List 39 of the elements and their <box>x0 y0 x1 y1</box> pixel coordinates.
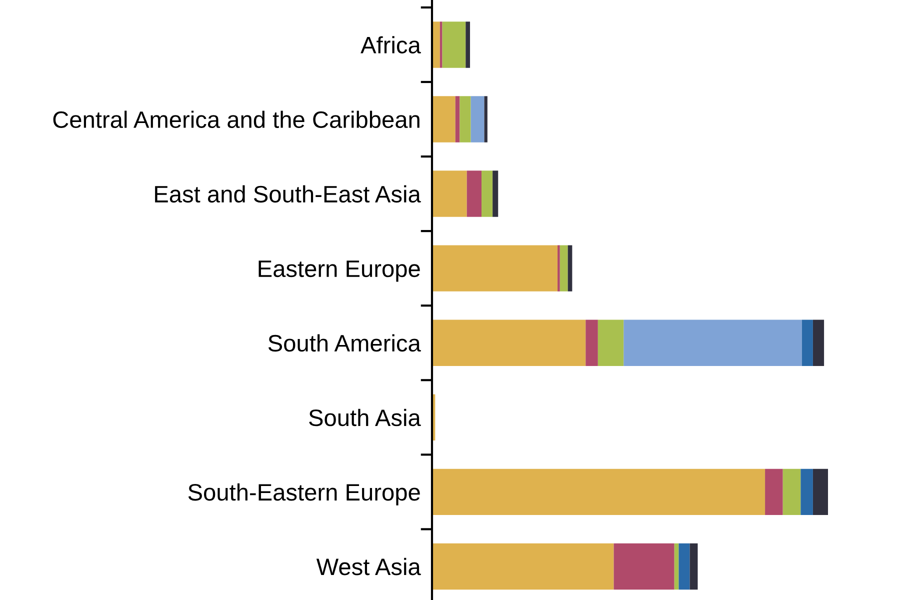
bar <box>674 543 679 590</box>
bar <box>492 170 498 217</box>
bar <box>432 543 614 590</box>
bar <box>765 468 783 516</box>
bar <box>800 468 813 516</box>
bar <box>614 543 674 590</box>
bar <box>586 320 598 366</box>
y-tick-label: South-Eastern Europe <box>188 483 420 506</box>
bar <box>432 468 766 516</box>
y-tick-label: South America <box>268 334 421 352</box>
bar <box>432 320 586 366</box>
bar <box>484 96 488 142</box>
bar <box>466 170 482 217</box>
bar <box>560 245 568 292</box>
y-tick-label: East and South-East Asia <box>155 185 421 203</box>
y-tick-label: South Asia <box>309 408 421 426</box>
bar <box>440 22 442 68</box>
bar <box>690 543 698 590</box>
bar <box>802 320 813 366</box>
bar <box>624 320 802 366</box>
bar <box>812 320 824 366</box>
bar <box>568 245 572 292</box>
bar <box>432 96 456 142</box>
bar <box>782 468 801 516</box>
bar <box>432 170 467 217</box>
bar <box>432 245 558 292</box>
bar <box>598 320 624 366</box>
y-tick-label: Central America and the Caribbean <box>53 110 420 128</box>
bar <box>460 96 471 142</box>
bar <box>442 22 466 68</box>
bar <box>455 96 460 142</box>
bar <box>812 468 828 516</box>
y-tick-label: Eastern Europe <box>258 260 420 282</box>
bar <box>678 543 690 590</box>
bar <box>470 96 484 142</box>
y-tick-label: Africa <box>360 36 421 54</box>
bar <box>482 170 493 217</box>
y-tick-label: West Asia <box>316 558 421 576</box>
bar <box>466 22 470 68</box>
